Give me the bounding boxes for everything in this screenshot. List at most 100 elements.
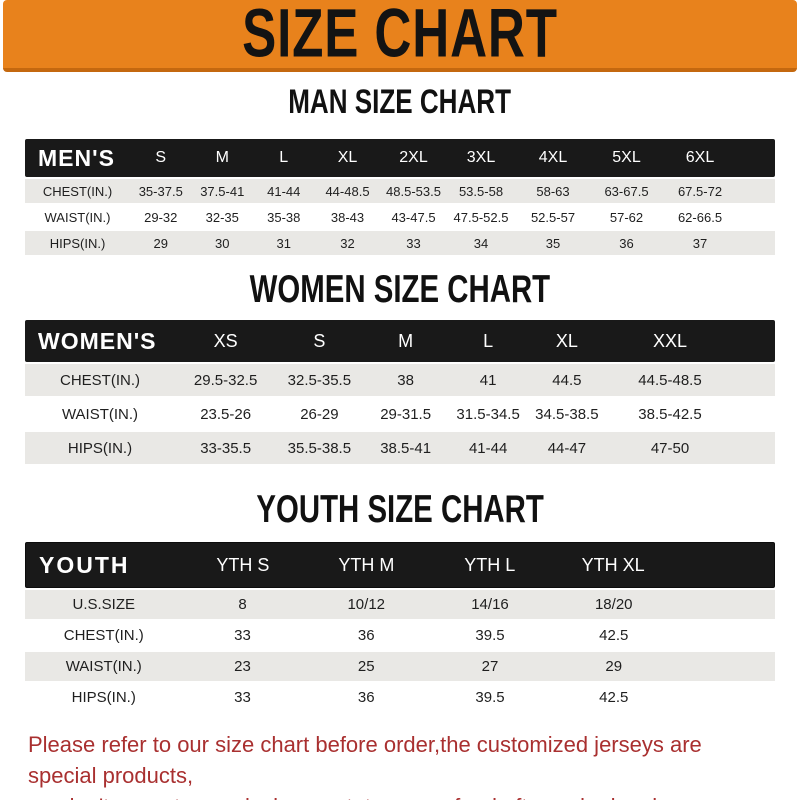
youth-section-title: YOUTH SIZE CHART (256, 488, 544, 531)
size-cell: 34.5-38.5 (535, 405, 599, 423)
size-cell: 26-29 (300, 405, 339, 423)
women-column-header-4: L (483, 330, 494, 351)
size-cell: 44.5 (552, 371, 582, 389)
banner: SIZE CHART (3, 0, 797, 72)
men-column-header-4: XL (337, 149, 358, 166)
size-cell: 25 (357, 658, 375, 675)
size-cell: 47-50 (650, 439, 690, 457)
size-cell: 43-47.5 (391, 209, 436, 225)
banner-title: SIZE CHART (242, 0, 558, 72)
size-cell: 36 (619, 235, 634, 251)
women-column-header-5: XL (555, 330, 578, 351)
size-cell: 38.5-41 (380, 439, 432, 457)
size-cell: 18/20 (594, 596, 633, 613)
size-cell: 23.5-26 (200, 405, 252, 423)
size-cell: 44-47 (547, 439, 587, 457)
youth-table-body: U.S.SIZE 8 10/12 14/16 18/20 CHEST(IN.) 33 36 39… (25, 590, 775, 712)
youth-table-header-row: YOUTH YTH S YTH M YTH L YTH XL (25, 542, 775, 588)
size-cell: 41 (479, 371, 497, 389)
size-cell: 33 (234, 689, 251, 706)
women-column-header-3: M (398, 330, 414, 351)
size-cell: 62-66.5 (677, 209, 723, 225)
men-column-header-6: 3XL (466, 149, 496, 166)
size-cell: 47.5-52.5 (453, 209, 509, 225)
size-cell: 38 (397, 371, 414, 389)
women-column-header-6: XXL (652, 330, 688, 351)
size-cell: 29 (605, 658, 623, 675)
size-cell: 33-35.5 (200, 439, 252, 457)
row-label: WAIST(IN.) (65, 658, 142, 675)
size-cell: 10/12 (347, 596, 386, 613)
women-table-label: WOMEN'S (38, 327, 157, 354)
women-table-body: CHEST(IN.) 29.5-32.5 32.5-35.5 38 41 44.5 44.5… (25, 364, 775, 464)
size-cell: 41-44 (468, 439, 508, 457)
size-cell: 44.5-48.5 (638, 371, 702, 389)
size-cell: 35.5-38.5 (287, 439, 352, 457)
women-column-header-1: XS (213, 330, 238, 351)
men-column-header-8: 5XL (612, 149, 641, 166)
youth-column-header-4: YTH XL (581, 554, 645, 575)
youth-row-chest-in: CHEST(IN.) 33 36 39.5 42.5 (25, 621, 775, 650)
size-cell: 14/16 (471, 596, 509, 613)
size-cell: 31 (276, 235, 291, 251)
men-column-header-3: L (279, 149, 289, 166)
youth-column-header-1: YTH S (216, 554, 270, 575)
man-section-heading: MAN SIZE CHART (0, 82, 800, 121)
size-cell: 29.5-32.5 (193, 371, 258, 389)
row-label: HIPS(IN.) (67, 439, 133, 457)
men-column-header-1: S (155, 149, 167, 166)
size-cell: 41-44 (267, 183, 301, 199)
size-cell: 27 (481, 658, 499, 675)
men-table-label: MEN'S (38, 144, 115, 171)
size-cell: 8 (238, 596, 247, 613)
size-cell: 42.5 (599, 689, 629, 706)
size-cell: 58-63 (536, 183, 570, 199)
size-cell: 34 (473, 235, 489, 251)
row-label: U.S.SIZE (72, 596, 135, 613)
men-column-header-9: 6XL (685, 149, 715, 166)
size-cell: 36 (357, 627, 375, 644)
youth-section-heading: YOUTH SIZE CHART (0, 488, 800, 531)
row-label: CHEST(IN.) (42, 183, 113, 199)
women-row-hips-in: HIPS(IN.) 33-35.5 35.5-38.5 38.5-41 41-44 44-… (25, 432, 775, 464)
man-section-title: MAN SIZE CHART (288, 82, 512, 121)
youth-column-header-2: YTH M (338, 554, 395, 575)
row-label: CHEST(IN.) (63, 627, 144, 644)
size-cell: 32.5-35.5 (287, 371, 352, 389)
men-column-header-2: M (215, 149, 229, 166)
size-cell: 32 (340, 235, 355, 251)
row-label: HIPS(IN.) (49, 235, 106, 251)
size-cell: 42.5 (599, 627, 629, 644)
size-cell: 63-67.5 (604, 183, 649, 199)
size-cell: 31.5-34.5 (456, 405, 520, 423)
size-cell: 23 (234, 658, 251, 675)
youth-row-waist-in: WAIST(IN.) 23 25 27 29 (25, 652, 775, 681)
size-cell: 35-37.5 (138, 183, 183, 199)
men-row-waist-in: WAIST(IN.) 29-32 32-35 35-38 38-43 43-47.5 47.… (25, 205, 775, 229)
size-cell: 37 (692, 235, 708, 251)
row-label: WAIST(IN.) (61, 405, 139, 423)
men-table-body: CHEST(IN.) 35-37.5 37.5-41 41-44 44-48.5 48.5… (25, 179, 775, 255)
men-column-header-5: 2XL (399, 149, 428, 166)
size-cell: 38-43 (330, 209, 365, 225)
size-cell: 37.5-41 (200, 183, 245, 199)
women-row-chest-in: CHEST(IN.) 29.5-32.5 32.5-35.5 38 41 44.5 44.5… (25, 364, 775, 396)
size-cell: 29-31.5 (380, 405, 432, 423)
men-table-header-row: MEN'S S M L XL 2XL 3XL 4XL 5XL 6XL (25, 139, 775, 177)
women-section-title: WOMEN SIZE CHART (249, 268, 551, 311)
size-cell: 39.5 (475, 627, 505, 644)
size-cell: 35 (545, 235, 561, 251)
men-column-header-7: 4XL (538, 149, 568, 166)
size-cell: 67.5-72 (677, 183, 723, 199)
size-cell: 57-62 (609, 209, 644, 225)
footer-line-1: Please refer to our size chart before or… (28, 732, 702, 788)
size-cell: 52.5-57 (530, 209, 576, 225)
men-row-hips-in: HIPS(IN.) 29 30 31 32 33 34 35 36 37 (25, 231, 775, 255)
women-section-heading: WOMEN SIZE CHART (0, 268, 800, 311)
size-cell: 29-32 (144, 209, 178, 225)
women-size-table: WOMEN'S XS S M L XL XXL CHEST(IN.) 29.5-32.5 32.… (25, 320, 775, 464)
size-cell: 32-35 (205, 209, 239, 225)
size-cell: 39.5 (475, 689, 505, 706)
youth-table-label: YOUTH (39, 551, 130, 578)
